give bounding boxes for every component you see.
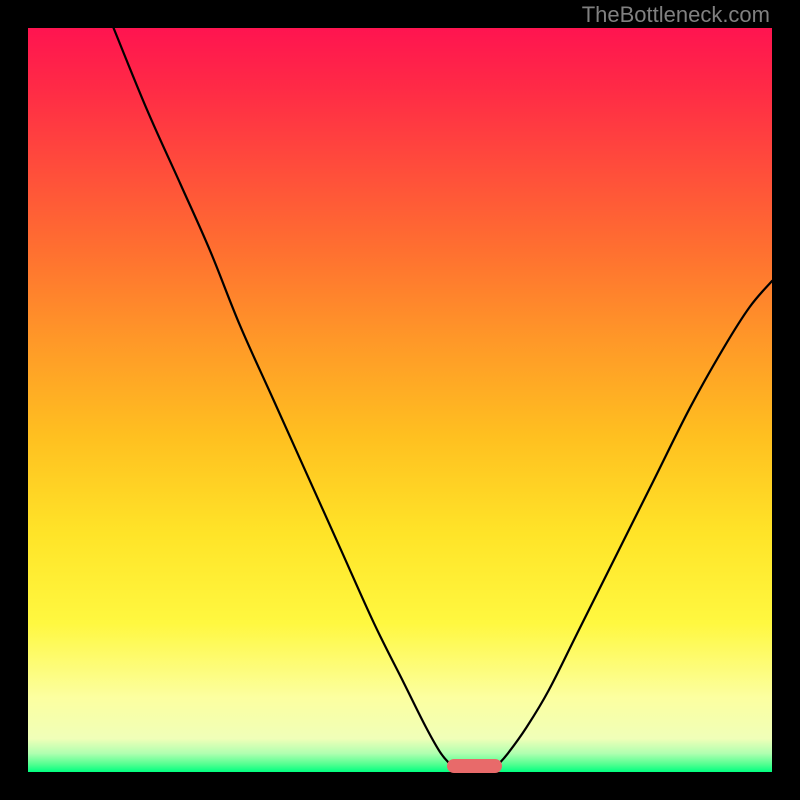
attribution-label: TheBottleneck.com — [582, 2, 770, 28]
chart-frame: TheBottleneck.com — [0, 0, 800, 800]
bottleneck-curve — [28, 28, 772, 772]
plot-area — [28, 28, 772, 772]
optimal-marker — [447, 759, 501, 772]
